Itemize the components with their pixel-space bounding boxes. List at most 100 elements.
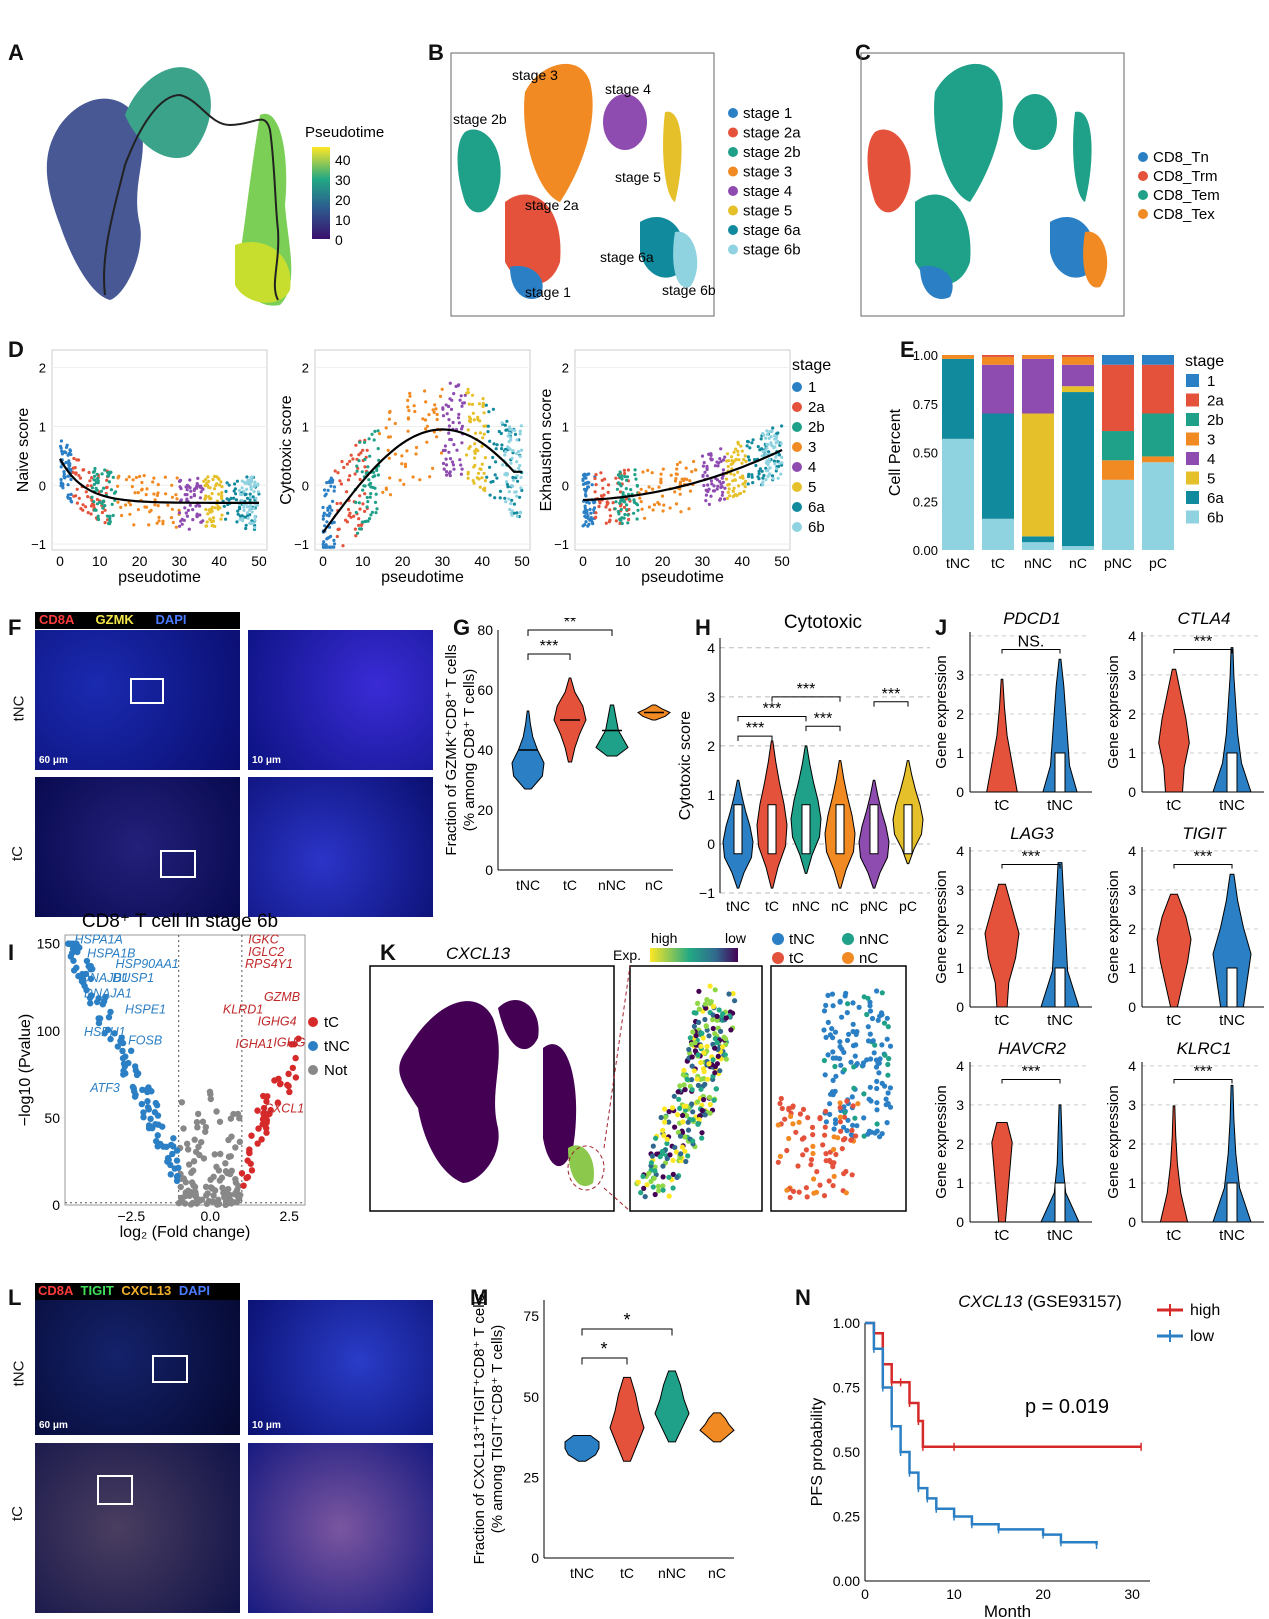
x-tick: nNC [1024,555,1052,571]
score-point [142,474,146,478]
score-point [483,486,487,490]
score-point [62,470,66,474]
k-group-point [838,1062,844,1068]
violin [654,1370,690,1443]
k-group-point [874,1085,880,1092]
score-point [673,479,678,483]
score-point [59,444,63,448]
x-tick: pC [1149,555,1167,571]
k-group-point [870,1038,876,1044]
score-point [718,498,722,502]
gene-label-tnc: DNAJA1 [84,987,132,1001]
score-point [216,505,220,509]
score-point [102,486,106,490]
score-point [62,475,66,479]
score-point [741,474,745,478]
k-zoom-line-bottom [603,1187,631,1212]
k-zoom-line-top [603,965,631,1149]
panel-a-umap: Pseudotime 40 30 20 10 0 [46,67,384,306]
k-group-point [854,1061,860,1067]
x-tick: 30 [435,553,451,569]
score-point [248,492,252,496]
score-point [256,490,260,494]
y-tick: 25 [523,1469,539,1485]
score-point [473,456,477,460]
score-point [249,480,253,484]
k-zoom-point [714,1017,720,1023]
score-point [675,462,680,467]
score-point [614,476,618,480]
score-point [458,398,462,402]
score-point [331,499,335,503]
score-point [406,398,410,402]
score-point [467,446,471,451]
stacked-bar-segment [982,413,1014,519]
score-point [255,483,260,487]
region-tem-right [1073,111,1092,202]
score-point [177,511,182,515]
score-point [592,506,597,510]
score-point [513,428,517,432]
y-tick: 75 [523,1308,539,1324]
cluster-labels: stage 3 stage 4 stage 2b stage 5 stage 2… [453,67,716,300]
score-point [358,440,362,444]
score-point [604,521,608,525]
score-point [321,505,325,510]
panel-letter-i: I [8,940,15,965]
score-point [769,435,773,439]
score-point [740,449,744,453]
score-point [88,479,92,483]
y-tick: 0 [302,478,309,493]
k-group-point [821,1008,828,1014]
score-point [336,471,340,475]
k-group-point [800,1152,806,1158]
score-point [448,437,452,442]
k-gene-title: CXCL13 [446,944,511,963]
score-point [195,512,199,516]
score-point [583,493,588,497]
score-point [161,522,165,526]
k-group-point [846,1031,852,1037]
volcano-point-tnc [94,998,101,1006]
score-point [212,474,217,478]
score-point [369,492,373,496]
score-point [646,468,650,472]
score-point [69,452,73,457]
score-point [321,542,325,546]
score-point [354,510,358,515]
legend-dot [792,522,802,532]
k-group-point [843,1190,849,1196]
score-point [519,448,524,452]
score-point [406,416,410,420]
k-zoom-point [685,1153,691,1159]
k-group-point [874,1128,880,1134]
volcano-point-not [190,1158,198,1165]
k-zoom-point [676,1096,682,1102]
score-point [368,517,372,521]
score-point [509,511,513,515]
k-zoom-point [644,1182,650,1188]
score-point [761,432,765,436]
volcano-point-tc [263,1129,270,1136]
k-group-point [779,1105,785,1112]
score-point [504,450,508,454]
score-point [603,477,607,481]
score-point [585,511,589,515]
score-point [765,442,769,446]
score-point [622,505,627,509]
k-group-point [837,1039,843,1045]
score-point [192,494,196,498]
x-tick: 0 [56,553,64,569]
volcano-point-tc [263,1098,270,1105]
k-group-point [874,1078,880,1084]
volcano-point-not [236,1138,244,1146]
score-point [726,459,731,463]
score-point [515,514,519,518]
volcano-point-tnc [139,1086,146,1094]
score-point [147,523,151,527]
region-tem-lower [915,194,971,285]
x-tick: 50 [514,553,530,569]
legend-dot [1138,152,1148,162]
score-point [92,503,96,507]
legend-label: CD8_Tn [1153,149,1209,166]
